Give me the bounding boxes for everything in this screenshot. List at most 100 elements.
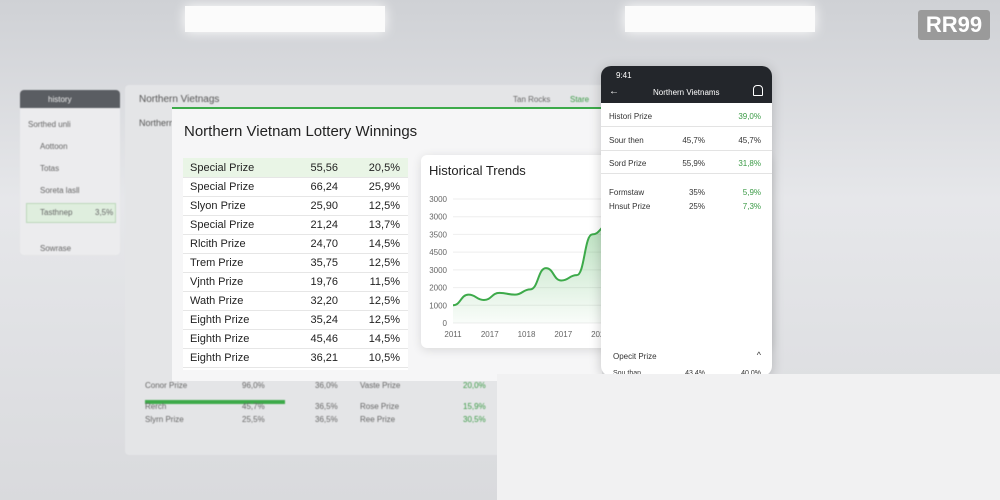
- y-tick-label: 1000: [429, 301, 447, 310]
- notification-icon[interactable]: [753, 85, 763, 96]
- table-row: Eighth Prize 35,24 12,5%: [183, 310, 408, 330]
- phone-cell: 45,7%: [682, 136, 705, 145]
- table-cell: Special Prize: [190, 181, 255, 193]
- x-tick-label: 2017: [481, 330, 499, 339]
- bg-cell: 36,0%: [315, 381, 338, 390]
- bg-cell: 36,5%: [315, 402, 338, 411]
- bg-cell: Slyrn Prize: [145, 415, 184, 424]
- table-cell: Special Prize: [190, 219, 255, 231]
- phone-cell: Histori Prize: [609, 112, 653, 121]
- phone-header: [601, 66, 772, 103]
- bg-cell: Rerch: [145, 402, 167, 411]
- ceiling-light: [185, 6, 385, 32]
- table-row: Vjnth Prize 19,76 11,5%: [183, 272, 408, 292]
- phone-cell: 7,3%: [742, 202, 761, 211]
- header-button[interactable]: Stare: [570, 95, 590, 104]
- table-cell: 12,5%: [368, 257, 400, 269]
- phone-cell: 25%: [688, 202, 705, 211]
- sidebar-list: Sorthed unli Aottoon Totas Soreta lasll 3,5%…: [20, 120, 120, 253]
- sidebar-badge: 3,5%: [95, 208, 114, 217]
- table-cell: 55,56: [310, 162, 338, 174]
- phone-cell: 5,9%: [742, 188, 761, 197]
- bg-cell: Rose Prize: [360, 402, 400, 411]
- phone-section[interactable]: Opecit Prize: [613, 352, 657, 361]
- bg-cell: Conor Prize: [145, 381, 188, 390]
- sidebar-active: [26, 203, 116, 223]
- table-row: Special Prize 66,24 25,9%: [183, 177, 408, 197]
- table-cell: Slyon Prize: [190, 200, 246, 212]
- table-row: Eighth Prize 45,46 14,5%: [183, 329, 408, 349]
- table-cell: 66,24: [310, 181, 338, 193]
- phone-divider: [601, 126, 772, 127]
- background-sidebar: history Sorthed unli Aottoon Totas Soreta l…: [20, 90, 120, 255]
- table-cell: 32,20: [310, 295, 338, 307]
- bg-cell: Vaste Prize: [360, 381, 401, 390]
- sidebar-item[interactable]: Tasthnep: [40, 208, 73, 217]
- table-row: Special Prize 55,56 20,5%: [183, 158, 408, 178]
- bg-cell: 25,5%: [242, 415, 265, 424]
- phone-cell: 43,4%: [685, 370, 705, 376]
- sidebar-item[interactable]: Sorthed unli: [28, 120, 71, 129]
- header-subtitle: Northern Vie: [139, 118, 190, 128]
- table-cell: Special Prize: [190, 162, 255, 174]
- table-row: Rlcith Prize 24,70 14,5%: [183, 234, 408, 254]
- sidebar-item[interactable]: Sowrase: [40, 244, 72, 253]
- bg-cell: 36,5%: [315, 415, 338, 424]
- phone-time: 9:41: [616, 71, 632, 80]
- bg-cell: 45,7%: [242, 402, 265, 411]
- y-tick-label: 0: [443, 319, 448, 328]
- table-row: Wath Prize 32,20 12,5%: [183, 291, 408, 311]
- table-row: Special Prize 21,24 13,7%: [183, 215, 408, 235]
- sidebar-item[interactable]: Soreta lasll: [40, 186, 80, 195]
- phone: 9:41 ← Northern Vietnams Histori Prize 39…: [601, 66, 772, 376]
- sidebar-item[interactable]: Totas: [40, 164, 60, 173]
- table-cell: 19,76: [310, 276, 338, 288]
- chevron[interactable]: ^: [756, 350, 761, 360]
- table-cell: Vjnth Prize: [190, 276, 244, 288]
- phone-cell: 40,0%: [741, 370, 761, 376]
- table-cell: 35,24: [310, 314, 338, 326]
- x-tick-label: 2017: [554, 330, 572, 339]
- table-cell: 13,7%: [368, 219, 400, 231]
- table-cell: Wath Prize: [190, 295, 244, 307]
- phone-list: Histori Prize 39,0% Sour then 45,7% 45,7% Sor…: [601, 106, 772, 376]
- back-button[interactable]: ←: [609, 86, 619, 97]
- table-row: Trem Prize 35,75 12,5%: [183, 253, 408, 273]
- table-cell: 14,5%: [368, 238, 400, 250]
- overlay-panel: [497, 374, 1000, 500]
- table-cell: Eighth Prize: [190, 352, 250, 364]
- phone-cell: Sord Prize: [609, 159, 647, 168]
- phone-divider: [601, 173, 772, 174]
- phone-cell: 45,7%: [738, 136, 761, 145]
- phone-divider: [601, 150, 772, 151]
- table-cell: 36,21: [310, 352, 338, 364]
- table-cell: 11,5%: [369, 276, 400, 288]
- sidebar-title: history: [48, 95, 72, 104]
- bg-cell: 30,5%: [463, 415, 486, 424]
- table-cell: 45,46: [310, 333, 338, 345]
- header-button[interactable]: Tan Rocks: [513, 95, 551, 104]
- table-cell: 25,9%: [368, 181, 400, 193]
- table-cell: 12,5%: [368, 295, 400, 307]
- sidebar-item[interactable]: Aottoon: [40, 142, 68, 151]
- x-tick-label: 1018: [518, 330, 536, 339]
- header-title: Northern Vietnags: [139, 94, 220, 105]
- main-title: Northern Vietnam Lottery Winnings: [184, 123, 418, 140]
- table-cell: 12,5%: [368, 200, 400, 212]
- phone-cell: 55,9%: [682, 159, 705, 168]
- phone-cell: 31,8%: [738, 159, 761, 168]
- table-cell: 25,90: [310, 200, 338, 212]
- phone-title: Northern Vietnams: [653, 88, 720, 97]
- table-row: Slyon Prize 25,90 12,5%: [183, 196, 408, 216]
- x-tick-label: 2025: [591, 330, 609, 339]
- phone-cell: Sour then: [609, 136, 644, 145]
- bg-cell: Ree Prize: [360, 415, 396, 424]
- table-cell: Rlcith Prize: [190, 238, 246, 250]
- brand-logo: RR99: [918, 10, 990, 40]
- table-cell: 21,24: [310, 219, 338, 231]
- table-cell: Eighth Prize: [190, 314, 250, 326]
- table-cell: 20,5%: [368, 162, 400, 174]
- table-cell: 24,70: [310, 238, 338, 250]
- bg-cell: 15,9%: [463, 402, 486, 411]
